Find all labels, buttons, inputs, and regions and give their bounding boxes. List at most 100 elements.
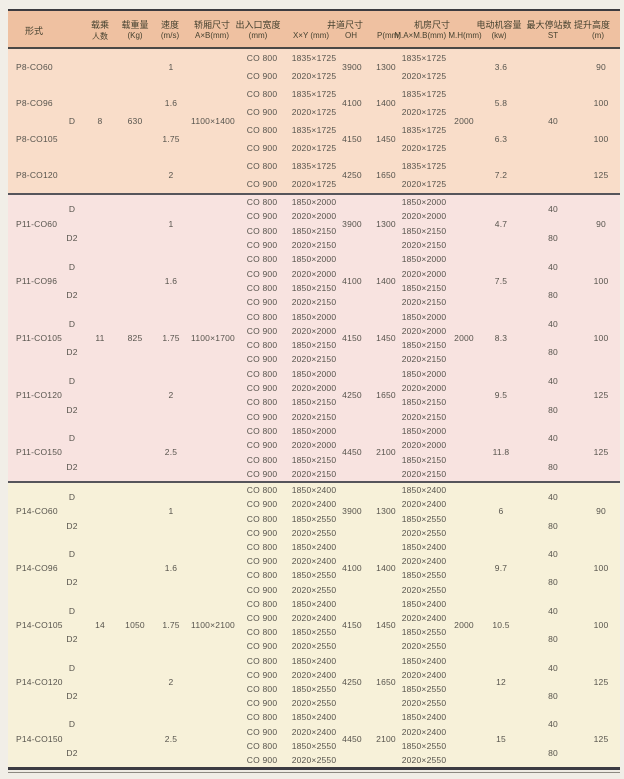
- cell-travel-height: 100: [593, 620, 609, 630]
- cell-travel-height: 125: [593, 733, 609, 744]
- cell-door-width: CO 800: [246, 282, 278, 293]
- cell-door-width: CO 800: [246, 254, 278, 265]
- cell-pit-depth: 1400: [376, 275, 396, 286]
- cell-shaft-size: 2020×2550: [291, 527, 337, 538]
- cell-shaft-size: 1850×2150: [291, 454, 337, 465]
- cell-door-width: CO 800: [246, 627, 278, 638]
- cell-motor-kw: 7.2: [494, 170, 508, 180]
- cell-max-stops: 80: [548, 290, 558, 301]
- cell-motor-kw: 5.8: [494, 98, 508, 108]
- cell-overhead: 4100: [342, 98, 362, 108]
- cell-variant: D: [68, 492, 76, 503]
- cell-overhead: 3900: [342, 218, 362, 229]
- table-body: 8 630 1100×1400 2000 D 40 P8-CO60 1 3900 1300 3.6 9…: [8, 49, 620, 767]
- cell-door-width: CO 900: [246, 726, 278, 737]
- cell-machine-room-size: 2020×2400: [401, 612, 447, 623]
- cell-shaft-size: 2020×2000: [291, 440, 337, 451]
- col-header-machine-room-dims: M.A×M.B(mm) M.H(mm): [394, 31, 482, 40]
- cell-passengers: 11: [95, 333, 105, 343]
- col-group-shaft-size: 井道尺寸: [326, 20, 364, 30]
- cell-machine-room-size: 1850×2150: [401, 454, 447, 465]
- cell-model-name: P14-CO105: [16, 620, 63, 630]
- cell-variant: D2: [66, 290, 78, 301]
- cell-shaft-size: 1850×2400: [291, 541, 337, 552]
- header-bottom-rule: [8, 47, 620, 49]
- cell-shaft-size: 2020×2000: [291, 211, 337, 222]
- cell-machine-room-size: 2020×1725: [401, 179, 447, 189]
- cell-max-stops: 80: [548, 634, 558, 645]
- cell-door-width: CO 900: [246, 669, 278, 680]
- cell-door-width: CO 800: [246, 311, 278, 322]
- cell-max-stops: 40: [548, 116, 558, 126]
- cell-machine-room-size: 2020×2150: [401, 354, 447, 365]
- cell-variant: D2: [66, 404, 78, 415]
- cell-speed: 2: [168, 390, 174, 401]
- cell-motor-kw: 4.7: [494, 218, 508, 229]
- cell-door-width: CO 900: [246, 440, 278, 451]
- cell-door-width: CO 900: [246, 383, 278, 394]
- cell-motor-kw: 11.8: [492, 447, 510, 458]
- table-top-rule: [8, 9, 620, 11]
- cell-capacity-kg: 825: [127, 333, 143, 343]
- cell-max-stops: 80: [548, 461, 558, 472]
- cell-door-width: CO 800: [246, 683, 278, 694]
- cell-shaft-size: 1835×1725: [291, 125, 337, 135]
- cell-overhead: 4250: [342, 390, 362, 401]
- cell-overhead: 4150: [342, 620, 362, 630]
- cell-speed: 1.6: [164, 563, 178, 574]
- cell-door-width: CO 900: [246, 641, 278, 652]
- section-divider: [8, 193, 620, 195]
- cell-max-stops: 80: [548, 404, 558, 415]
- cell-door-width: CO 800: [246, 740, 278, 751]
- cell-shaft-size: 1835×1725: [291, 161, 337, 171]
- cell-speed: 2: [168, 170, 174, 180]
- cell-max-stops: 80: [548, 520, 558, 531]
- cell-shaft-size: 1850×2400: [291, 485, 337, 496]
- cell-variant: D2: [66, 232, 78, 243]
- cell-overhead: 4100: [342, 563, 362, 574]
- cell-machine-room-size: 2020×2400: [401, 499, 447, 510]
- cell-shaft-size: 2020×2000: [291, 325, 337, 336]
- cell-speed: 1: [168, 62, 174, 72]
- section-P14: 14 1050 1100×2100 2000 P14-CO60 1 3900 1300 6 90 D…: [8, 483, 620, 767]
- cell-machine-room-size: 2020×2150: [401, 411, 447, 422]
- cell-pit-depth: 1300: [376, 218, 396, 229]
- cell-pit-depth: 2100: [376, 447, 396, 458]
- cell-machine-room-size: 1850×2550: [401, 740, 447, 751]
- cell-shaft-size: 1850×2000: [291, 254, 337, 265]
- cell-travel-height: 100: [593, 333, 609, 343]
- cell-max-stops: 40: [548, 261, 558, 272]
- cell-shaft-size: 2020×2550: [291, 698, 337, 709]
- col-header-model: 形式: [24, 26, 44, 36]
- cell-model-name: P14-CO120: [16, 676, 63, 687]
- cell-shaft-size: 1835×1725: [291, 53, 337, 63]
- cell-shaft-size: 2020×2150: [291, 354, 337, 365]
- cell-max-stops: 80: [548, 691, 558, 701]
- cell-motor-kw: 8.3: [494, 333, 508, 343]
- cell-travel-height: 100: [593, 563, 609, 574]
- cell-pit-depth: 1400: [376, 98, 396, 108]
- cell-door-width: CO 800: [246, 570, 278, 581]
- cell-variant: D: [68, 204, 76, 215]
- cell-machine-room-size: 2020×2550: [401, 754, 447, 765]
- cell-motor-kw: 7.5: [494, 275, 508, 286]
- cell-machine-room-height: 2000: [454, 620, 474, 630]
- cell-motor-kw: 3.6: [494, 62, 508, 72]
- cell-model-name: P11-CO60: [16, 218, 58, 229]
- cell-shaft-size: 1850×2400: [291, 655, 337, 666]
- cell-door-width: CO 800: [246, 340, 278, 351]
- cell-overhead: 4100: [342, 275, 362, 286]
- cell-shaft-size: 1850×2400: [291, 598, 337, 609]
- cell-max-stops: 80: [548, 747, 558, 758]
- cell-shaft-size: 2020×2000: [291, 268, 337, 279]
- cell-variant: D2: [66, 747, 78, 758]
- cell-speed: 1.75: [162, 620, 180, 630]
- cell-shaft-size: 2020×2550: [291, 641, 337, 652]
- cell-travel-height: 90: [596, 218, 606, 229]
- cell-shaft-size: 1850×2550: [291, 627, 337, 638]
- cell-car-size: 1100×2100: [191, 620, 235, 630]
- section-P8: 8 630 1100×1400 2000 D 40 P8-CO60 1 3900 1300 3.6 9…: [8, 49, 620, 193]
- cell-variant: D: [68, 261, 76, 272]
- cell-door-width: CO 900: [246, 754, 278, 765]
- cell-max-stops: 80: [548, 232, 558, 243]
